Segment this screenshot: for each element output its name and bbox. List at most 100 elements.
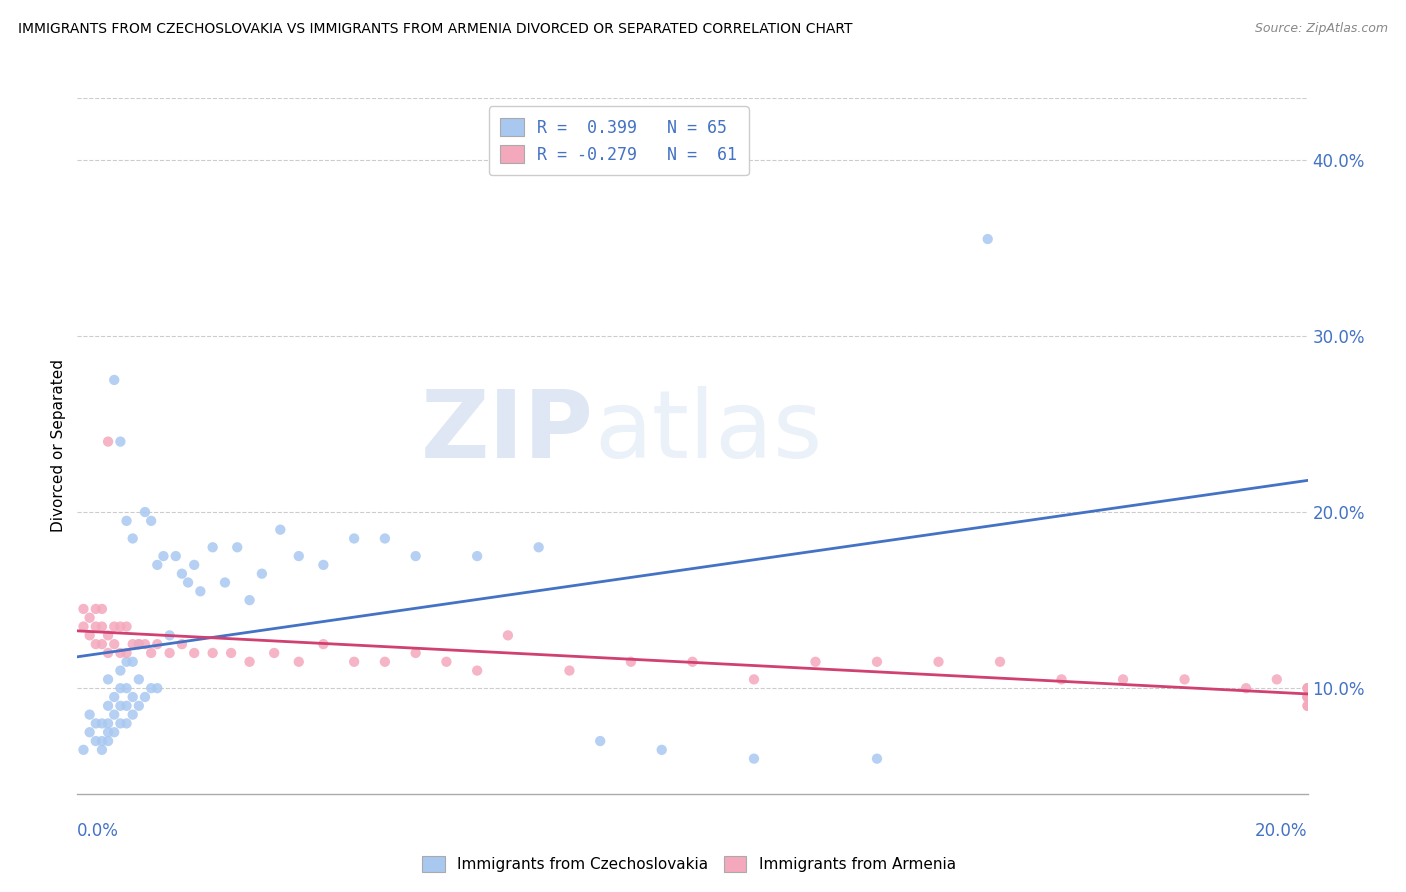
Text: ZIP: ZIP (422, 386, 595, 478)
Point (115, 646, 138, 660)
Point (288, 549, 311, 563)
Point (343, 655, 366, 669)
Point (84, 637, 107, 651)
Point (239, 593, 262, 607)
Point (84, 734, 107, 748)
Point (239, 655, 262, 669)
Point (97, 628, 120, 642)
Text: 20.0%: 20.0% (1256, 822, 1308, 839)
Point (1296, 698, 1319, 713)
Point (110, 664, 132, 678)
Point (152, 549, 174, 563)
Point (141, 681, 163, 696)
Point (405, 549, 427, 563)
Point (183, 646, 205, 660)
Point (79, 725, 101, 739)
Point (121, 690, 143, 704)
Point (1296, 681, 1319, 696)
Point (177, 575, 200, 590)
Point (90, 734, 114, 748)
Point (128, 698, 150, 713)
Point (110, 716, 132, 731)
Point (90, 637, 114, 651)
Point (170, 566, 193, 581)
Point (201, 541, 224, 555)
Point (79, 611, 101, 625)
Point (312, 558, 335, 572)
Point (312, 637, 335, 651)
Point (977, 232, 1000, 246)
Point (219, 646, 242, 660)
Point (72, 602, 94, 616)
Point (188, 584, 212, 599)
Point (465, 549, 488, 563)
Point (103, 707, 125, 722)
Legend: R =  0.399   N = 65, R = -0.279   N =  61: R = 0.399 N = 65, R = -0.279 N = 61 (489, 106, 748, 176)
Point (97, 673, 120, 687)
Point (110, 434, 132, 449)
Point (103, 725, 125, 739)
Point (84, 716, 107, 731)
Point (110, 698, 132, 713)
Point (1296, 690, 1319, 704)
Point (79, 628, 101, 642)
Point (374, 655, 396, 669)
Point (1296, 698, 1319, 713)
Point (201, 646, 224, 660)
Point (1174, 673, 1197, 687)
Point (90, 716, 114, 731)
Point (134, 505, 156, 519)
Point (146, 558, 169, 572)
Point (183, 558, 205, 572)
Point (1050, 673, 1073, 687)
Point (72, 743, 94, 757)
Point (405, 646, 427, 660)
Text: 0.0%: 0.0% (77, 822, 120, 839)
Point (263, 646, 285, 660)
Point (115, 619, 138, 633)
Point (436, 655, 458, 669)
Point (288, 655, 311, 669)
Point (558, 664, 581, 678)
Point (374, 532, 396, 546)
Point (589, 734, 612, 748)
Point (134, 637, 156, 651)
Point (866, 752, 889, 766)
Point (1296, 681, 1319, 696)
Point (121, 707, 143, 722)
Point (141, 514, 163, 528)
Point (226, 541, 249, 555)
Point (128, 637, 150, 651)
Point (1296, 690, 1319, 704)
Point (110, 646, 132, 660)
Point (1296, 681, 1319, 696)
Point (128, 637, 150, 651)
Point (110, 681, 132, 696)
Point (1234, 681, 1257, 696)
Point (121, 532, 143, 546)
Point (159, 628, 181, 642)
Point (146, 681, 169, 696)
Y-axis label: Divorced or Separated: Divorced or Separated (51, 359, 66, 533)
Point (269, 523, 291, 537)
Point (90, 619, 114, 633)
Point (682, 655, 704, 669)
Point (103, 373, 125, 387)
Point (742, 752, 765, 766)
Point (496, 628, 519, 642)
Text: atlas: atlas (595, 386, 823, 478)
Point (115, 681, 138, 696)
Point (97, 734, 120, 748)
Point (804, 655, 827, 669)
Point (115, 698, 138, 713)
Text: Source: ZipAtlas.com: Source: ZipAtlas.com (1254, 22, 1388, 36)
Point (121, 637, 143, 651)
Point (115, 716, 138, 731)
Legend: Immigrants from Czechoslovakia, Immigrants from Armenia: Immigrants from Czechoslovakia, Immigran… (415, 848, 963, 880)
Point (141, 646, 163, 660)
Point (866, 655, 889, 669)
Point (651, 743, 673, 757)
Point (134, 690, 156, 704)
Point (165, 549, 187, 563)
Point (121, 655, 143, 669)
